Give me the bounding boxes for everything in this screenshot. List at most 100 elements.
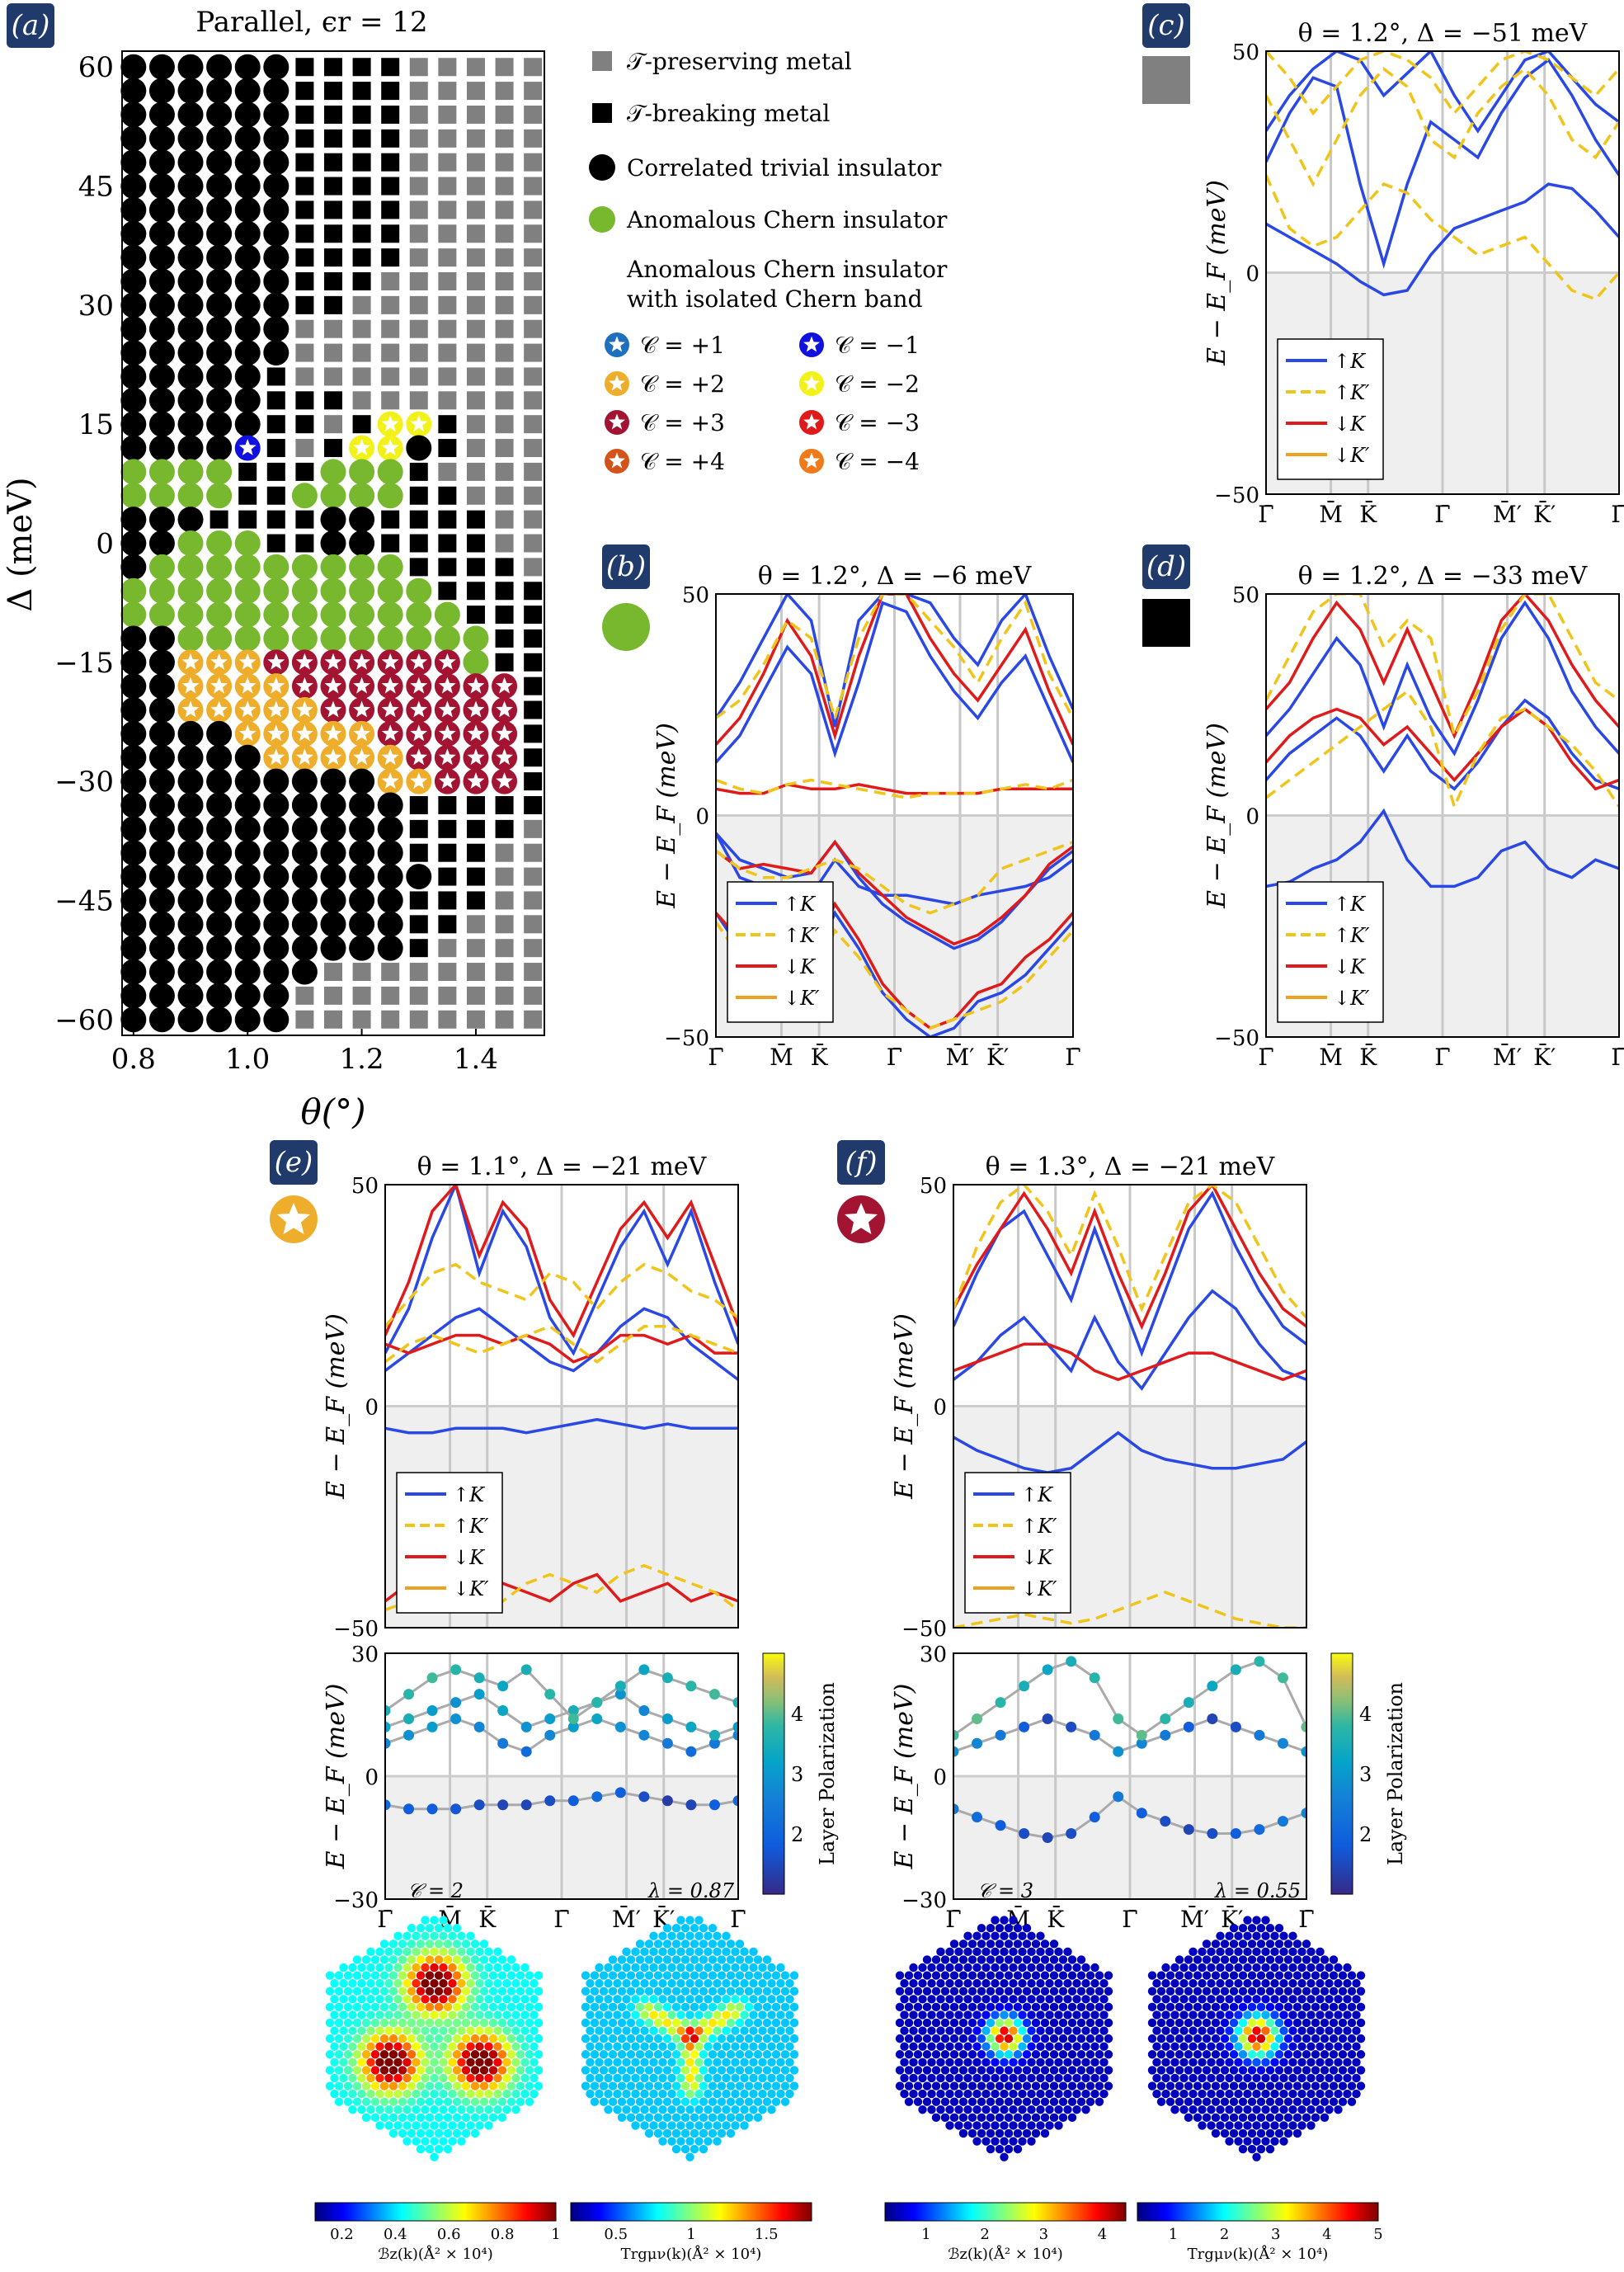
heatmap-cell xyxy=(1036,2089,1045,2099)
heatmap-cell xyxy=(785,1978,794,1988)
heatmap-cell xyxy=(1022,2081,1032,2091)
phase-marker-insulator xyxy=(177,792,204,818)
heatmap-cell xyxy=(940,2034,950,2043)
heatmap-cell xyxy=(1036,2073,1045,2083)
phase-marker-insulator xyxy=(234,316,261,342)
heatmap-cell xyxy=(676,2010,685,2020)
band-x-tick-label: Γ̄ xyxy=(1434,1044,1450,1071)
phase-marker-metal xyxy=(524,510,543,529)
phase-marker-insulator xyxy=(234,244,261,271)
phase-marker-metal xyxy=(495,343,514,362)
heatmap-cell xyxy=(1009,2105,1018,2114)
heatmap-cell xyxy=(448,2089,457,2099)
heatmap-cell xyxy=(1179,2026,1189,2035)
heatmap-cell xyxy=(713,2137,722,2146)
band-x-tick-label: K̄′ xyxy=(1533,1043,1556,1071)
heatmap-cell xyxy=(685,2152,694,2161)
heatmap-colorbar-tick: 1 xyxy=(921,2226,930,2243)
heatmap-cell xyxy=(758,2010,767,2020)
heatmap-cell xyxy=(525,1987,534,1996)
phase-marker-insulator xyxy=(291,816,318,842)
phase-marker-insulator xyxy=(120,196,147,223)
heatmap-cell xyxy=(1220,1940,1230,1949)
heatmap-cell xyxy=(1252,2042,1261,2051)
heatmap-cell xyxy=(461,2081,471,2091)
heatmap-cell xyxy=(667,1978,676,1988)
band-point xyxy=(1160,1816,1171,1827)
phase-marker-metal xyxy=(381,177,400,196)
heatmap-cell xyxy=(762,2034,772,2043)
heatmap-cell xyxy=(713,2058,722,2067)
phase-marker-insulator xyxy=(234,816,261,842)
colorbar-tick-label: 2 xyxy=(1359,1823,1372,1846)
heatmap-cell xyxy=(1265,2144,1275,2154)
heatmap-cell xyxy=(1076,1987,1086,1996)
heatmap-cell xyxy=(604,1978,613,1988)
heatmap-cell xyxy=(1036,1963,1045,1973)
heatmap-cell xyxy=(927,2105,936,2114)
heatmap-cell xyxy=(361,1987,371,1996)
heatmap-cell xyxy=(972,2105,981,2114)
heatmap-cell xyxy=(991,1963,1000,1973)
heatmap-cell xyxy=(439,2026,448,2035)
heatmap-cell xyxy=(1265,1955,1275,1964)
heatmap-cell xyxy=(443,1971,453,1980)
legend-marker-trivial-insulator xyxy=(589,154,615,181)
heatmap-cell xyxy=(1004,1955,1014,1964)
heatmap-cell xyxy=(515,2081,525,2091)
phase-marker-insulator xyxy=(206,316,233,342)
heatmap-cell xyxy=(1031,2034,1041,2043)
heatmap-cell xyxy=(599,2066,609,2075)
phase-marker-insulator xyxy=(291,887,318,913)
heatmap-cell xyxy=(370,1987,380,1996)
heatmap-cell xyxy=(439,2105,448,2114)
heatmap-cell xyxy=(370,2066,380,2075)
band-line xyxy=(385,1333,738,1364)
heatmap-cell xyxy=(940,2018,950,2028)
heatmap-cell xyxy=(653,2018,663,2028)
heatmap-cell xyxy=(534,2081,544,2091)
heatmap-cell xyxy=(388,2034,398,2043)
heatmap-cell xyxy=(412,2137,421,2146)
heatmap-cell xyxy=(1338,2034,1348,2043)
phase-marker-insulator xyxy=(148,411,175,437)
heatmap-cell xyxy=(671,2066,681,2075)
heatmap-cell xyxy=(595,2058,604,2067)
heatmap-cell xyxy=(1283,2018,1293,2028)
phase-marker-metal xyxy=(266,391,285,410)
band-x-tick-label: M̄′ xyxy=(1493,500,1522,528)
heatmap-cell xyxy=(421,1916,430,1925)
heatmap-cell xyxy=(1152,2089,1161,2099)
band-point xyxy=(544,1795,556,1807)
heatmap-cell xyxy=(581,2018,591,2028)
heatmap-cell xyxy=(343,2066,353,2075)
heatmap-cell xyxy=(1311,1971,1320,1980)
heatmap-cell xyxy=(780,2066,790,2075)
heatmap-cell xyxy=(900,2089,909,2099)
heatmap-cell xyxy=(370,2050,380,2059)
heatmap-cell xyxy=(330,2010,339,2020)
band-point xyxy=(591,1791,603,1803)
heatmap-cell xyxy=(1193,2066,1203,2075)
heatmap-cell xyxy=(1031,2050,1041,2059)
heatmap-cell xyxy=(1161,2042,1170,2051)
heatmap-cell xyxy=(936,1963,945,1973)
heatmap-cell xyxy=(343,2097,353,2106)
heatmap-cell xyxy=(1292,1971,1302,1980)
heatmap-cell xyxy=(393,2073,402,2083)
phase-marker-insulator xyxy=(349,507,375,533)
heatmap-cell xyxy=(1220,2002,1230,2012)
band-point xyxy=(1042,1713,1053,1724)
phase-marker-insulator xyxy=(234,554,261,580)
phase-marker-insulator xyxy=(291,554,318,580)
phase-marker-metal xyxy=(495,200,514,219)
heatmap-cell xyxy=(1027,2137,1036,2146)
phase-marker-metal xyxy=(352,343,371,362)
phase-marker-insulator xyxy=(148,577,175,604)
heatmap-cell xyxy=(425,1940,435,1949)
heatmap-cell xyxy=(334,2002,344,2012)
heatmap-cell xyxy=(1252,1916,1261,1925)
y-tick-label: −15 xyxy=(54,647,114,680)
chern-legend-star xyxy=(803,336,820,352)
heatmap-cell xyxy=(613,1995,622,2004)
